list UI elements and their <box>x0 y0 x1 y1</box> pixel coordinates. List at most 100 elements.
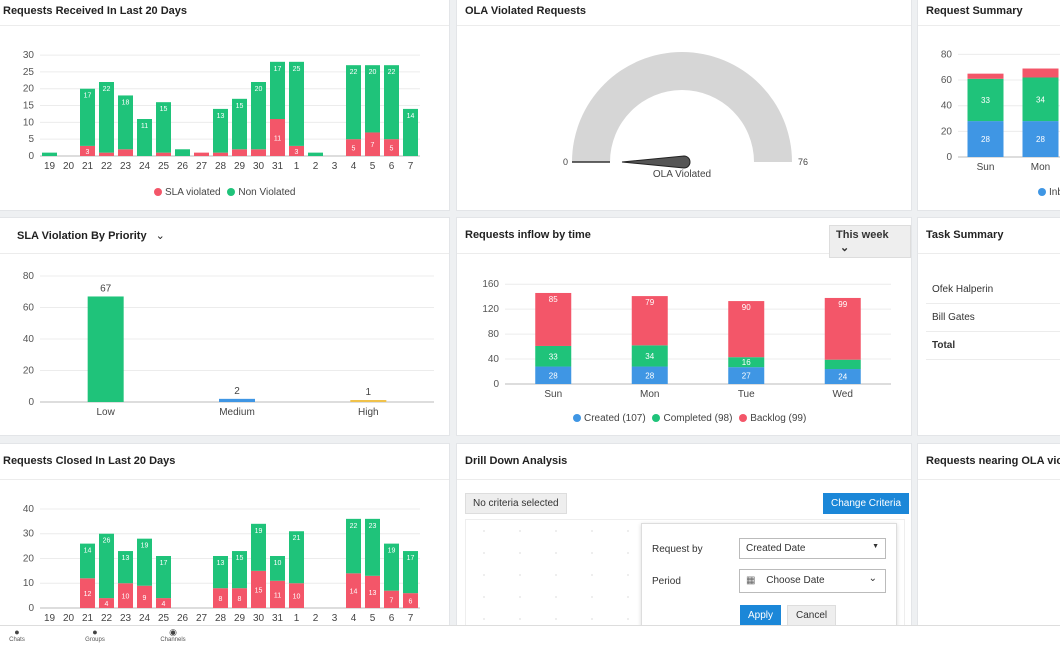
x-tick-label: 3 <box>332 613 338 624</box>
x-tick-label: Mon <box>640 389 659 400</box>
legend-non-violated[interactable]: Non Violated <box>238 187 296 198</box>
legend-sla-violated[interactable]: SLA violated <box>165 187 221 198</box>
ola-title: OLA Violated Requests <box>457 0 911 26</box>
bar-segment <box>156 152 171 156</box>
x-tick-label: 24 <box>139 613 151 624</box>
request-by-select[interactable]: Created Date ▼ <box>739 538 886 559</box>
data-label: 22 <box>103 86 111 93</box>
priority-title[interactable]: SLA Violation By Priority ⌄ <box>0 218 449 254</box>
x-tick-label: 6 <box>389 161 395 172</box>
bar-segment <box>251 523 266 571</box>
x-tick-label: 21 <box>82 161 94 172</box>
request-by-label: Request by <box>652 544 703 555</box>
closed-title: Requests Closed In Last 20 Days <box>0 444 449 480</box>
period-select[interactable]: ▦ Choose Date ⌄ <box>739 569 886 593</box>
chevron-down-icon[interactable]: ⌄ <box>155 230 165 242</box>
y-tick-label: 0 <box>28 151 34 162</box>
y-tick-label: 15 <box>23 101 35 112</box>
x-tick-label: 19 <box>44 613 56 624</box>
x-tick-label: 29 <box>234 161 246 172</box>
chevron-down-icon: ⌄ <box>868 573 877 584</box>
y-tick-label: 80 <box>488 329 500 340</box>
data-label: 79 <box>645 298 654 307</box>
x-tick-label: 20 <box>63 161 75 172</box>
bar-segment <box>365 65 380 133</box>
bar-segment <box>137 538 152 586</box>
nav-chats[interactable]: ● Chats <box>0 627 37 643</box>
gauge-min-label: 0 <box>563 157 568 167</box>
channels-icon: ◉ <box>169 627 177 637</box>
x-tick-label: 7 <box>408 613 414 624</box>
data-label: 5 <box>390 146 394 153</box>
groups-icon: ● <box>92 627 98 637</box>
bar-segment <box>384 543 399 591</box>
data-label: 67 <box>100 283 112 294</box>
gauge-max-label: 76 <box>798 157 808 167</box>
y-tick-label: 20 <box>23 553 35 564</box>
legend-inbound[interactable]: Inb <box>1049 187 1060 198</box>
priority-title-text: SLA Violation By Priority <box>17 230 147 242</box>
apply-button[interactable]: Apply <box>740 605 782 626</box>
x-tick-label: 22 <box>101 613 113 624</box>
table-row[interactable]: Ofek Halperin <box>926 276 1060 304</box>
data-label: 34 <box>1036 95 1045 104</box>
bar-segment <box>118 95 133 150</box>
data-label: 28 <box>645 371 654 380</box>
gauge-label: OLA Violated <box>653 169 711 180</box>
data-label: 15 <box>236 103 244 110</box>
x-tick-label: 23 <box>120 613 132 624</box>
x-tick-label: 26 <box>177 613 189 624</box>
request-by-value: Created Date <box>746 543 806 554</box>
y-tick-label: 0 <box>946 152 952 163</box>
x-tick-label: 29 <box>234 613 246 624</box>
data-label: 19 <box>255 528 263 535</box>
x-tick-label: 1 <box>294 613 300 624</box>
x-tick-label: 28 <box>215 161 227 172</box>
change-criteria-button[interactable]: Change Criteria <box>823 493 910 514</box>
cancel-button[interactable]: Cancel <box>787 605 837 626</box>
legend-backlog[interactable]: Backlog (99) <box>750 413 807 424</box>
nav-groups[interactable]: ● Groups <box>75 627 115 643</box>
data-label: 33 <box>549 352 558 361</box>
x-tick-label: 4 <box>351 613 357 624</box>
y-tick-label: 10 <box>23 578 35 589</box>
legend-completed[interactable]: Completed (98) <box>663 413 733 424</box>
y-tick-label: 40 <box>23 504 35 515</box>
table-row: Total <box>926 331 1060 360</box>
data-label: 11 <box>141 123 148 130</box>
data-label: 17 <box>407 555 415 562</box>
legend-dot-backlog <box>739 414 748 422</box>
nav-channels[interactable]: ◉ Channels <box>153 627 193 643</box>
data-label: 18 <box>122 99 130 106</box>
bar <box>219 398 255 402</box>
closed-panel: Requests Closed In Last 20 Days 0 10 20 30 4… <box>0 443 450 633</box>
priority-panel: SLA Violation By Priority ⌄ 0 20 40 60 80 67 L… <box>0 217 450 436</box>
data-label: 24 <box>838 373 847 382</box>
x-tick-label: 4 <box>351 161 357 172</box>
data-label: 12 <box>84 591 92 598</box>
y-tick-label: 0 <box>28 603 34 614</box>
table-row[interactable]: Bill Gates <box>926 303 1060 332</box>
x-tick-label: 5 <box>370 161 376 172</box>
received-legend: SLA violated Non Violated <box>150 187 295 198</box>
x-tick-label: 30 <box>253 161 265 172</box>
ola-panel: OLA Violated Requests 0 76 OLA Violated <box>456 0 912 211</box>
chat-icon: ● <box>14 627 20 637</box>
x-tick-label: 7 <box>408 161 414 172</box>
bar-segment <box>967 73 1004 79</box>
x-tick-label: 30 <box>253 613 265 624</box>
bar-segment <box>403 108 418 156</box>
inflow-panel: Requests inflow by time This week ⌄ 0 40 8… <box>456 217 912 436</box>
bar-segment <box>967 78 1004 122</box>
summary-title: Request Summary <box>918 0 1060 26</box>
x-tick-label: Medium <box>219 407 255 418</box>
task-panel: Task Summary Ofek Halperin Bill Gates To… <box>917 217 1060 436</box>
data-label: 90 <box>742 303 751 312</box>
y-tick-label: 30 <box>23 50 35 61</box>
week-dropdown[interactable]: This week ⌄ <box>829 225 911 258</box>
bar-segment <box>384 139 399 156</box>
legend-created[interactable]: Created (107) <box>584 413 646 424</box>
nav-channels-label: Channels <box>160 637 186 643</box>
task-total: Total <box>926 331 1060 360</box>
